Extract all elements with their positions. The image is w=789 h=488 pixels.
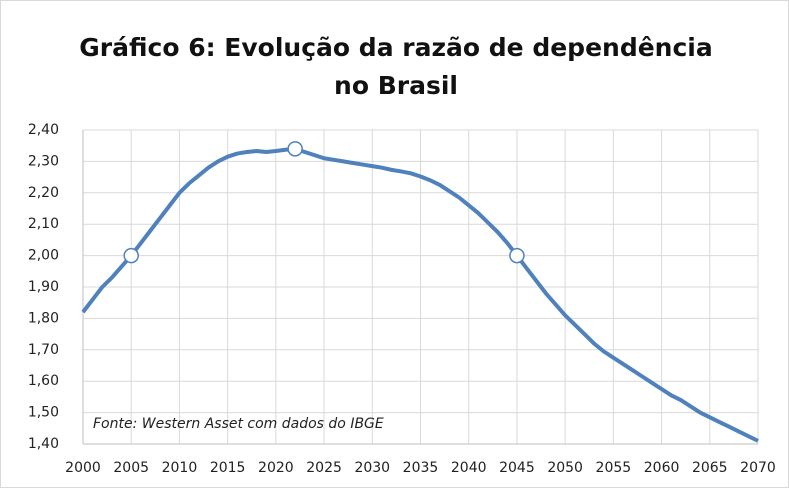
highlight-marker <box>509 247 525 264</box>
x-tick-label: 2005 <box>113 460 149 476</box>
x-tick-label: 2050 <box>547 460 583 476</box>
x-tick-label: 2025 <box>306 460 342 476</box>
y-tick-label: 2,20 <box>28 185 59 201</box>
y-tick-label: 2,30 <box>28 153 59 169</box>
y-tick-label: 1,80 <box>28 310 59 326</box>
x-tick-label: 2030 <box>354 460 390 476</box>
y-tick-label: 1,50 <box>28 405 59 421</box>
x-tick-label: 2065 <box>692 460 728 476</box>
x-tick-label: 2070 <box>740 460 776 476</box>
highlight-marker <box>123 247 139 264</box>
y-tick-label: 2,00 <box>28 248 59 264</box>
x-tick-label: 2000 <box>65 460 101 476</box>
chart-title: Gráfico 6: Evolução da razão de dependên… <box>79 33 713 100</box>
x-tick-label: 2060 <box>644 460 680 476</box>
annotation: Fonte: Western Asset com dados do IBGE <box>93 416 384 432</box>
data-line <box>81 146 759 443</box>
x-tick-label: 2055 <box>596 460 632 476</box>
x-tick-label: 2020 <box>258 460 294 476</box>
y-tick-label: 1,90 <box>28 279 59 295</box>
y-tick-label: 1,70 <box>28 342 59 358</box>
x-tick-label: 2045 <box>499 460 535 476</box>
y-tick-label: 1,40 <box>28 436 59 452</box>
y-tick-label: 1,60 <box>28 373 59 389</box>
y-tick-label: 2,10 <box>28 216 59 232</box>
x-tick-label: 2035 <box>403 460 439 476</box>
y-tick-label: 2,40 <box>28 122 59 138</box>
x-tick-label: 2040 <box>451 460 487 476</box>
x-tick-label: 2015 <box>210 460 246 476</box>
x-tick-label: 2010 <box>162 460 198 476</box>
highlight-marker <box>287 141 303 157</box>
